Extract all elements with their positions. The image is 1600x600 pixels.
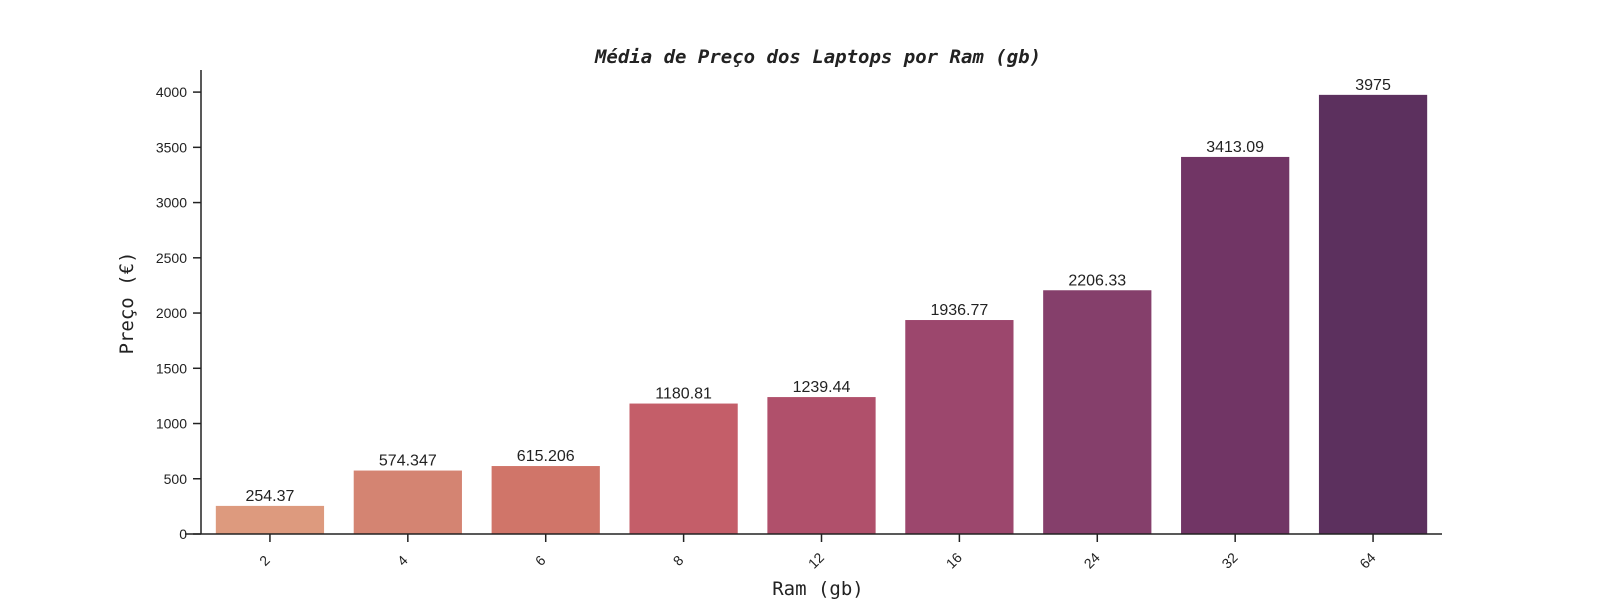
y-tick-label: 500 — [164, 471, 188, 487]
bar-32 — [1181, 156, 1290, 534]
bar-value-label: 574.347 — [379, 453, 437, 470]
y-tick-label: 3000 — [156, 195, 187, 211]
y-axis: 0 500 1000 1500 2000 2500 3000 3500 4000 — [156, 70, 202, 542]
bar-64 — [1318, 94, 1428, 534]
y-tick-label: 1000 — [156, 416, 187, 432]
bar-value-label: 1180.81 — [655, 386, 712, 403]
bar-labels-group: 254.37 574.347 615.206 1180.81 1239.44 1936.7… — [245, 77, 1390, 505]
bar-value-label: 3413.09 — [1206, 139, 1264, 156]
y-tick-label: 2000 — [156, 305, 187, 321]
y-tick-label: 1500 — [156, 360, 187, 376]
x-tick-label: 8 — [670, 552, 687, 569]
x-tick-label: 4 — [394, 552, 411, 569]
x-axis: 2 4 6 8 12 16 24 32 64 — [185, 533, 1442, 572]
bar-value-label: 615.206 — [517, 448, 575, 465]
y-axis-label: Preço (€) — [116, 252, 138, 355]
bar-value-label: 2206.33 — [1068, 272, 1126, 289]
bar-6 — [491, 466, 600, 534]
chart-title: Média de Preço dos Laptops por Ram (gb) — [594, 46, 1041, 68]
bar-value-label: 1239.44 — [793, 379, 851, 396]
bar-12 — [767, 397, 876, 534]
x-tick-label: 6 — [532, 552, 549, 569]
bar-4 — [353, 470, 462, 534]
x-tick-label: 2 — [256, 552, 273, 569]
bar-24 — [1043, 290, 1152, 534]
bar-value-label: 3975 — [1355, 77, 1391, 94]
y-tick-label: 0 — [179, 526, 187, 542]
x-axis-label: Ram (gb) — [772, 578, 864, 600]
x-tick-label: 24 — [1081, 549, 1103, 571]
bar-value-label: 1936.77 — [930, 302, 988, 319]
x-tick-label: 32 — [1218, 549, 1240, 571]
bar-2 — [215, 505, 325, 534]
y-tick-label: 4000 — [156, 84, 187, 100]
bar-value-label: 254.37 — [245, 488, 294, 505]
x-tick-label: 12 — [805, 549, 827, 571]
y-tick-label: 2500 — [156, 250, 187, 266]
bar-16 — [905, 320, 1014, 534]
bar-8 — [629, 403, 738, 534]
y-tick-label: 3500 — [156, 139, 187, 155]
x-tick-label: 16 — [943, 549, 965, 571]
bars-group — [215, 94, 1428, 534]
x-tick-label: 64 — [1356, 549, 1378, 571]
